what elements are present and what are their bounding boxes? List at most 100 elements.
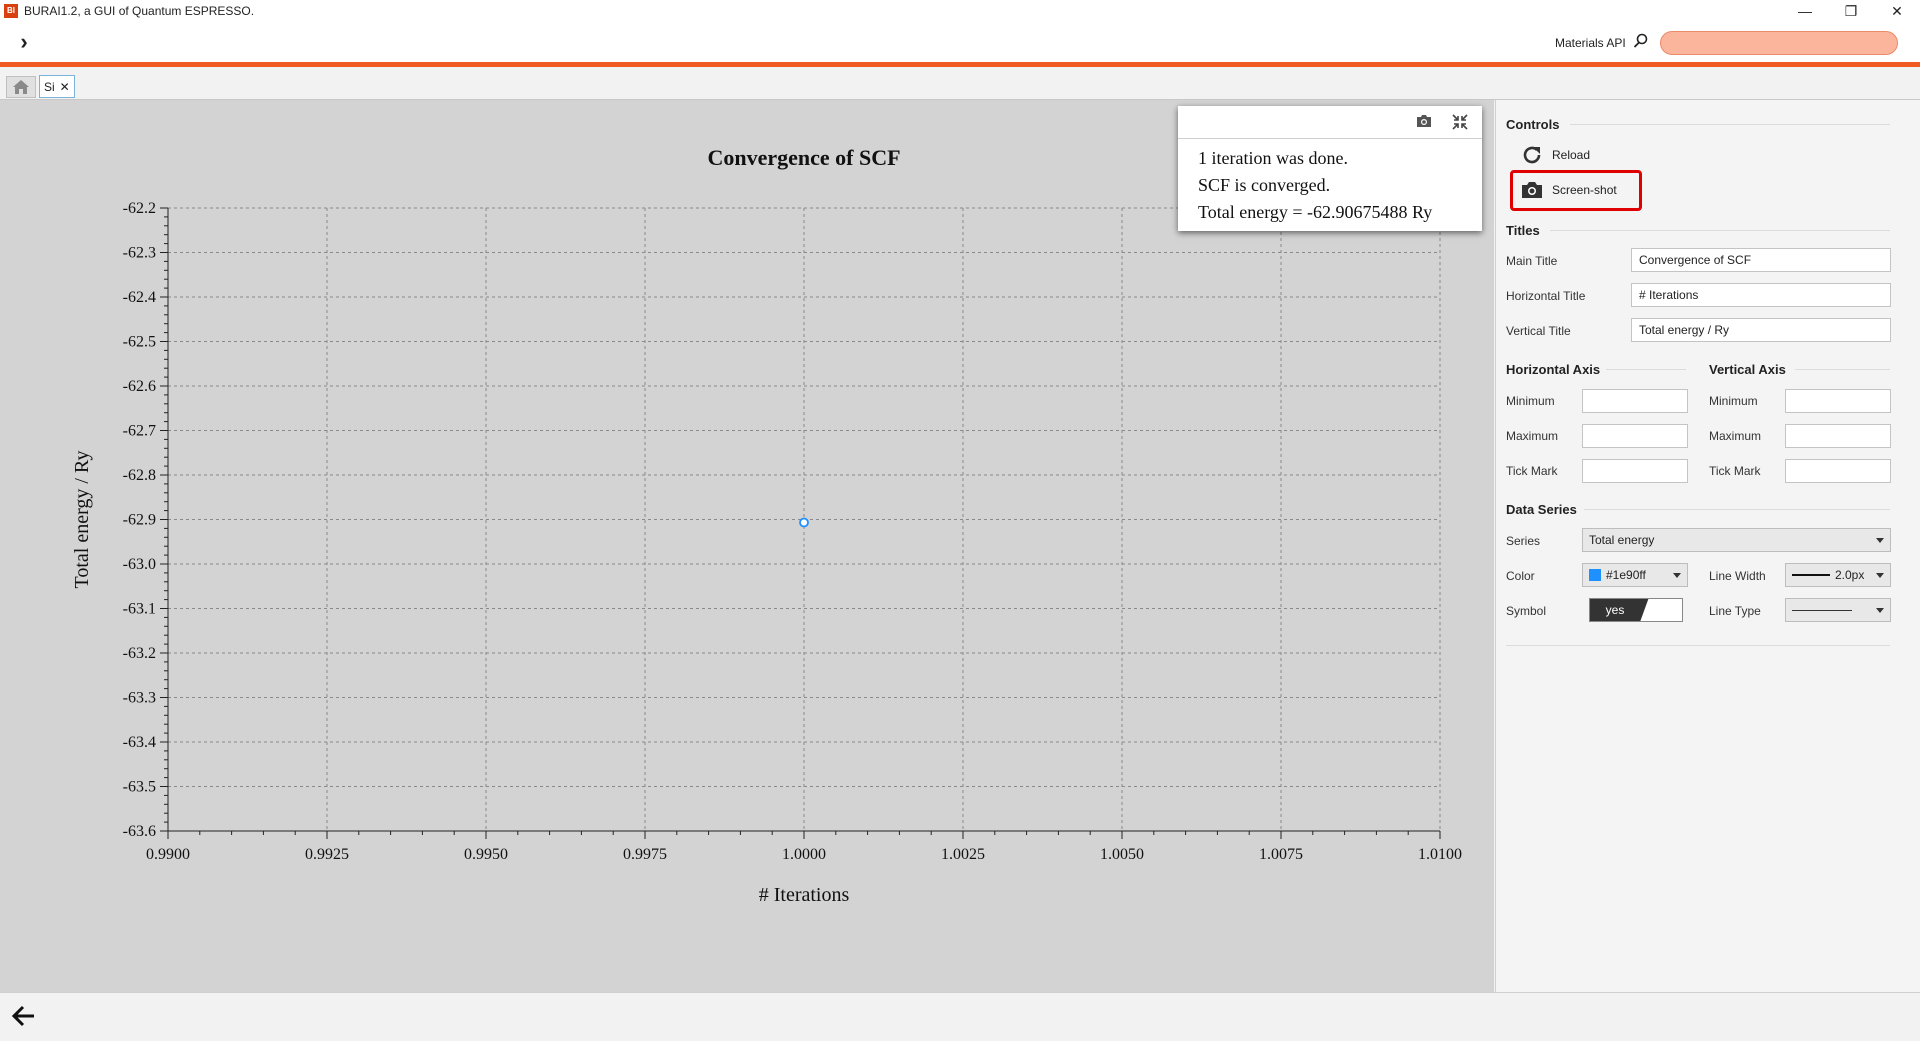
line-width-preview	[1792, 574, 1830, 576]
horizontal-title-label: Horizontal Title	[1506, 289, 1586, 303]
window-title: BURAI1.2, a GUI of Quantum ESPRESSO.	[24, 4, 255, 18]
camera-icon	[1512, 181, 1552, 199]
series-label: Series	[1506, 534, 1541, 548]
chart-title: Convergence of SCF	[707, 145, 900, 170]
controls-heading: Controls	[1506, 117, 1560, 132]
y-tick-label: -62.6	[123, 378, 156, 395]
h-maximum-input[interactable]	[1582, 424, 1688, 448]
v-tickmark-input[interactable]	[1785, 459, 1891, 483]
y-tick-label: -63.1	[123, 601, 156, 618]
y-tick-label: -63.2	[123, 645, 156, 662]
reload-button[interactable]: Reload	[1512, 142, 1590, 168]
h-tickmark-label: Tick Mark	[1506, 464, 1558, 478]
vertical-title-input[interactable]: Total energy / Ry	[1631, 318, 1891, 342]
chart-panel: Convergence of SCF 0.9900 0.9925 0.9950 0.99…	[0, 100, 1494, 992]
h-minimum-input[interactable]	[1582, 389, 1688, 413]
h-minimum-label: Minimum	[1506, 394, 1555, 408]
y-axis-label: Total energy / Ry	[71, 451, 93, 589]
back-arrow-icon[interactable]	[11, 1005, 36, 1032]
symbol-toggle[interactable]: yes	[1589, 598, 1683, 622]
home-icon	[13, 80, 29, 94]
x-tick-label: 1.0025	[941, 846, 985, 863]
y-tick-label: -62.4	[123, 289, 156, 306]
search-icon[interactable]	[1633, 33, 1649, 54]
line-width-value: 2.0px	[1835, 568, 1865, 582]
popup-header	[1178, 106, 1482, 139]
tab-strip: Si ✕	[0, 67, 1920, 100]
titles-divider	[1550, 230, 1890, 231]
camera-icon[interactable]	[1416, 114, 1432, 133]
close-window-button[interactable]: ✕	[1891, 2, 1903, 19]
restore-button[interactable]: ❐	[1844, 2, 1858, 19]
line-width-select[interactable]: 2.0px	[1785, 563, 1891, 587]
data-series-heading: Data Series	[1506, 502, 1577, 517]
tab-close-icon[interactable]: ✕	[59, 79, 70, 94]
panel-bottom-divider	[1506, 645, 1890, 646]
x-tick-label: 0.9975	[623, 846, 667, 863]
vertical-title-label: Vertical Title	[1506, 324, 1571, 338]
x-tick-label: 1.0075	[1259, 846, 1303, 863]
tab-si[interactable]: Si ✕	[39, 75, 75, 98]
popup-line-converged: SCF is converged.	[1198, 175, 1331, 195]
chevron-down-icon	[1876, 537, 1884, 543]
materials-api-search-input[interactable]	[1660, 31, 1898, 55]
popup-line-iterations: 1 iteration was done.	[1198, 148, 1348, 168]
screenshot-highlight-box	[1510, 170, 1642, 211]
y-tick-label: -63.4	[123, 734, 156, 751]
v-tickmark-label: Tick Mark	[1709, 464, 1761, 478]
app-icon: BI	[4, 4, 18, 18]
y-tick-label: -63.3	[123, 690, 156, 707]
shrink-icon[interactable]	[1452, 114, 1468, 135]
v-maximum-label: Maximum	[1709, 429, 1762, 443]
haxis-divider	[1606, 369, 1686, 370]
data-series-divider	[1584, 509, 1890, 510]
controls-divider	[1570, 124, 1890, 125]
h-maximum-label: Maximum	[1506, 429, 1559, 443]
x-tick-label: 1.0000	[782, 846, 826, 863]
vertical-axis-heading: Vertical Axis	[1709, 362, 1786, 377]
symbol-toggle-value: yes	[1590, 599, 1640, 621]
v-maximum-input[interactable]	[1785, 424, 1891, 448]
home-tab[interactable]	[6, 76, 36, 98]
y-tick-label: -63.0	[123, 556, 156, 573]
line-type-select[interactable]	[1785, 598, 1891, 622]
line-type-label: Line Type	[1709, 604, 1761, 618]
y-tick-label: -62.7	[123, 423, 156, 440]
series-select-value: Total energy	[1589, 533, 1655, 547]
y-tick-label: -63.5	[123, 779, 156, 796]
window-titlebar: BI BURAI1.2, a GUI of Quantum ESPRESSO. …	[0, 0, 1920, 22]
horizontal-title-input[interactable]: # Iterations	[1631, 283, 1891, 307]
symbol-label: Symbol	[1506, 604, 1547, 618]
x-axis-label: # Iterations	[759, 884, 850, 906]
horizontal-axis-heading: Horizontal Axis	[1506, 362, 1601, 377]
v-minimum-label: Minimum	[1709, 394, 1758, 408]
v-minimum-input[interactable]	[1785, 389, 1891, 413]
color-picker[interactable]: #1e90ff	[1582, 563, 1688, 587]
chevron-down-icon	[1876, 572, 1884, 578]
series-select[interactable]: Total energy	[1582, 528, 1891, 552]
expand-menu-icon[interactable]: ›	[20, 29, 28, 54]
x-tick-label: 0.9925	[305, 846, 349, 863]
minimize-button[interactable]: —	[1798, 3, 1812, 19]
x-tick-label: 0.9950	[464, 846, 508, 863]
screenshot-label: Screen-shot	[1552, 183, 1617, 197]
popup-line-energy: Total energy = -62.90675488 Ry	[1198, 202, 1433, 222]
y-tick-label: -62.5	[123, 334, 156, 351]
y-tick-label: -62.9	[123, 512, 156, 529]
x-tick-label: 1.0100	[1418, 846, 1462, 863]
titles-heading: Titles	[1506, 223, 1540, 238]
materials-api-label: Materials API	[1555, 36, 1626, 50]
scf-info-popup: 1 iteration was done. SCF is converged. …	[1178, 106, 1482, 231]
x-tick-label: 1.0050	[1100, 846, 1144, 863]
bottom-bar	[0, 992, 1920, 1041]
line-width-label: Line Width	[1709, 569, 1766, 583]
color-label: Color	[1506, 569, 1535, 583]
chevron-down-icon	[1876, 607, 1884, 613]
y-tick-label: -62.8	[123, 467, 156, 484]
h-tickmark-input[interactable]	[1582, 459, 1688, 483]
main-title-input[interactable]: Convergence of SCF	[1631, 248, 1891, 272]
screenshot-button[interactable]: Screen-shot	[1512, 177, 1617, 203]
x-tick-label: 0.9900	[146, 846, 190, 863]
y-tick-label: -62.2	[123, 200, 156, 217]
vaxis-divider	[1795, 369, 1890, 370]
